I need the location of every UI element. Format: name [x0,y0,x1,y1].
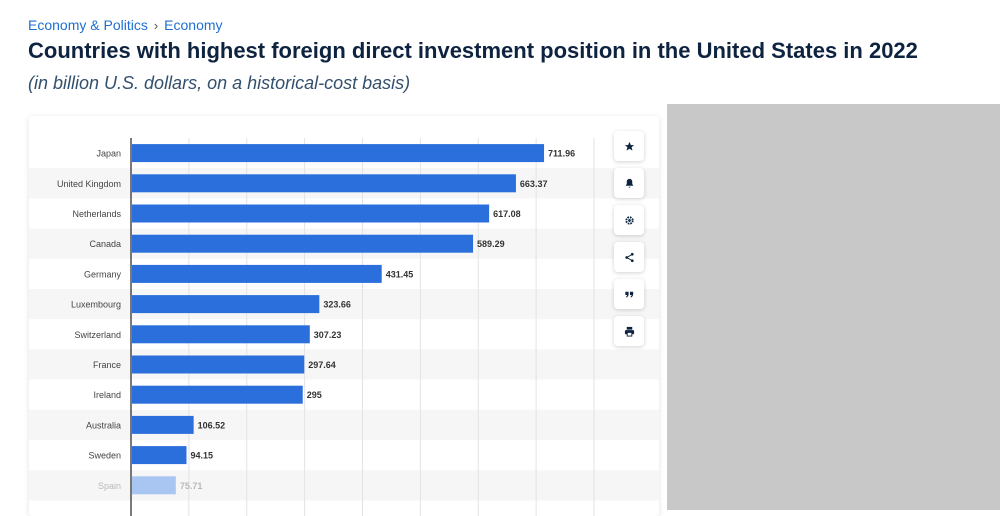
page-subtitle: (in billion U.S. dollars, on a historica… [28,73,411,93]
page-title: Countries with highest foreign direct in… [28,38,918,63]
print-button[interactable] [614,316,644,346]
value-label: 94.15 [190,451,213,461]
value-label: 307.23 [314,330,342,340]
chart-card: Japan 711.96 United Kingdom 663.37 Netherlan… [29,116,659,516]
gear-icon [624,215,634,225]
value-label: 617.08 [493,209,521,219]
settings-button[interactable] [614,205,644,235]
value-label: 711.96 [548,149,575,159]
bar [132,144,545,163]
bar [132,295,320,314]
category-label: Ireland [93,390,121,400]
bar [132,385,303,404]
breadcrumb-link-economy[interactable]: Economy [164,17,223,33]
bar-chart: Japan 711.96 United Kingdom 663.37 Netherlan… [29,138,659,516]
row-band [29,349,659,380]
favorite-button[interactable] [614,131,644,161]
print-icon [624,326,634,337]
bar [132,446,187,465]
bar [132,355,305,374]
bell-icon [625,178,633,188]
cite-button[interactable] [614,279,644,309]
bar [132,415,194,434]
category-label: Luxembourg [71,300,121,310]
star-icon [624,141,634,151]
category-label: Sweden [88,451,121,461]
value-label: 431.45 [386,269,414,279]
share-button[interactable] [614,242,644,272]
value-label: 106.52 [198,420,226,430]
notification-button[interactable] [614,168,644,198]
category-label: Japan [96,149,121,159]
category-label: Canada [89,239,121,249]
bar [132,174,516,193]
row-band [29,409,659,440]
value-label: 297.64 [308,360,336,370]
breadcrumb-link-economy-politics[interactable]: Economy & Politics [28,17,148,33]
value-label: 589.29 [477,239,505,249]
share-icon [624,252,634,262]
value-label: 323.66 [323,300,351,310]
value-label: 663.37 [520,179,548,189]
category-label: Netherlands [72,209,121,219]
category-label: Spain [98,481,121,491]
bar [132,264,382,283]
category-label: United Kingdom [57,179,121,189]
row-band [29,470,659,501]
breadcrumb: Economy & Politics › Economy [28,17,223,33]
category-label: Germany [84,269,122,279]
bar [132,325,310,344]
quote-icon [624,291,633,297]
value-label: 75.71 [180,481,203,491]
category-label: Switzerland [74,330,121,340]
category-label: France [93,360,121,370]
category-label: Australia [86,420,121,430]
bar [132,476,176,495]
ad-placeholder-panel [667,104,1000,510]
bar [132,234,474,253]
value-label: 295 [307,390,322,400]
chart-toolbar [614,131,644,346]
breadcrumb-separator: › [153,17,159,33]
bar [132,204,490,223]
